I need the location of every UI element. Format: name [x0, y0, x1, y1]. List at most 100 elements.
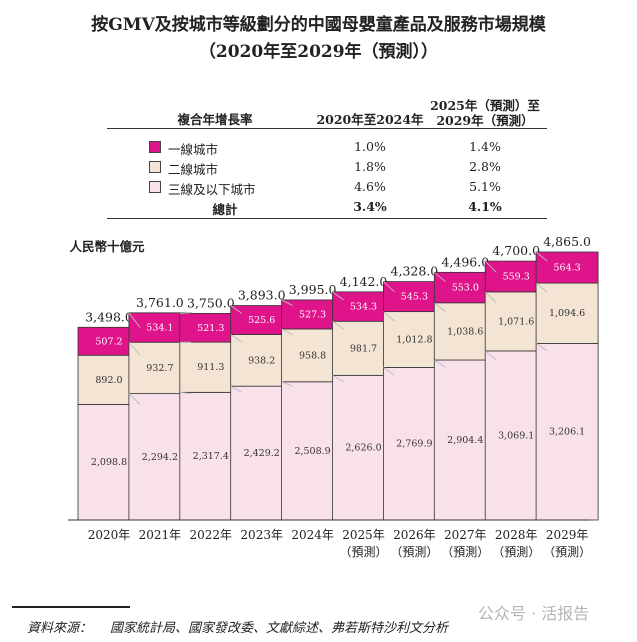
cagr-total-2020-2024: 3.4% — [353, 199, 387, 214]
data-label-tier1-2: 521.3 — [197, 323, 224, 334]
data-label-tier1-3: 525.6 — [248, 315, 275, 326]
data-label-tier2-5: 981.7 — [350, 343, 377, 354]
x-tick-note-9: （預測） — [543, 545, 591, 559]
connector-0-7 — [484, 350, 497, 361]
bar-tier1-9 — [535, 251, 599, 284]
cagr-total-label: 總計 — [212, 202, 238, 217]
cagr-col1-header: 2020年至2024年 — [316, 112, 424, 127]
connector-1-8 — [535, 282, 548, 293]
data-label-tier3-7: 2,904.4 — [447, 435, 483, 446]
cagr-tier3-2020-2024: 4.6% — [354, 179, 386, 194]
x-tick-label-3: 2023年 — [240, 528, 283, 542]
source-label: 資料來源： — [27, 621, 93, 636]
cagr-total-2025-2029: 4.1% — [468, 199, 502, 214]
connector-2-5 — [383, 281, 395, 293]
data-label-tier3-9: 3,206.1 — [549, 427, 585, 438]
x-tick-label-1: 2021年 — [139, 528, 182, 542]
footer-rule — [12, 606, 130, 608]
total-label-4: 3,995.0 — [289, 282, 337, 297]
x-tick-label-5: 2025年 — [342, 528, 385, 542]
x-tick-note-5: （預測） — [339, 545, 387, 559]
data-label-tier1-8: 559.3 — [503, 271, 530, 282]
cagr-tier1-2020-2024: 1.0% — [354, 139, 386, 154]
bar-tier3-9 — [535, 342, 599, 521]
cagr-row-header: 複合年增長率 — [177, 112, 253, 127]
data-label-tier2-0: 892.0 — [95, 375, 122, 386]
y-axis-label: 人民幣十億元 — [69, 239, 145, 254]
x-tick-label-9: 2029年 — [546, 528, 589, 542]
total-label-0: 3,498.0 — [85, 309, 133, 324]
connector-2-8 — [535, 251, 548, 262]
data-label-tier1-4: 527.3 — [299, 309, 326, 320]
cagr-tier1-2025-2029: 1.4% — [469, 139, 501, 154]
legend-swatch-tier2 — [149, 161, 161, 173]
x-tick-label-6: 2026年 — [393, 528, 436, 542]
bar-tier2-9 — [535, 282, 599, 344]
total-label-8: 4,700.0 — [492, 243, 540, 258]
connector-2-2 — [230, 305, 243, 314]
x-tick-note-8: （預測） — [492, 545, 540, 559]
connector-1-6 — [434, 302, 446, 312]
connector-0-3 — [281, 381, 293, 387]
data-label-tier1-5: 534.3 — [350, 302, 377, 313]
data-label-tier1-0: 507.2 — [95, 336, 122, 347]
data-label-tier3-4: 2,508.9 — [294, 446, 330, 457]
total-label-3: 3,893.0 — [238, 288, 286, 303]
legend-swatch-tier3 — [149, 181, 161, 193]
connector-0-6 — [434, 359, 446, 368]
connector-2-6 — [434, 271, 446, 282]
connector-0-5 — [383, 367, 395, 376]
x-tick-label-7: 2027年 — [444, 528, 487, 542]
connector-1-5 — [383, 311, 395, 322]
cagr-tier3-2025-2029: 5.1% — [469, 179, 501, 194]
data-label-tier3-8: 3,069.1 — [498, 430, 534, 441]
connector-2-4 — [332, 291, 344, 301]
connector-0-4 — [332, 374, 344, 383]
x-tick-label-2: 2022年 — [190, 528, 233, 542]
table-rule-bottom — [107, 218, 547, 219]
connector-0-8 — [535, 343, 548, 352]
x-tick-note-7: （預測） — [441, 545, 489, 559]
data-label-tier3-3: 2,429.2 — [244, 448, 280, 459]
data-label-tier2-9: 1,094.6 — [549, 308, 585, 319]
watermark: 公众号 · 活报告 — [478, 604, 590, 623]
data-label-tier2-1: 932.7 — [146, 363, 173, 374]
total-label-5: 4,142.0 — [340, 274, 388, 289]
data-label-tier2-8: 1,071.6 — [498, 316, 534, 327]
data-label-tier1-9: 564.3 — [553, 263, 580, 274]
data-label-tier1-7: 553.0 — [452, 283, 479, 294]
data-label-tier2-3: 938.2 — [248, 355, 275, 366]
data-label-tier3-6: 2,769.9 — [396, 439, 432, 450]
total-label-9: 4,865.0 — [543, 234, 591, 249]
data-label-tier2-4: 958.8 — [299, 350, 326, 361]
connector-1-2 — [230, 334, 243, 343]
x-tick-label-4: 2024年 — [291, 528, 334, 542]
cagr-col2-header-line2: 2029年（預測） — [436, 113, 534, 128]
legend-label-tier3: 三線及以下城市 — [168, 182, 256, 197]
connector-0-1 — [179, 391, 191, 395]
data-label-tier1-6: 545.3 — [401, 292, 428, 303]
connector-0-0 — [128, 393, 141, 405]
connector-0-2 — [230, 385, 243, 393]
x-tick-label-0: 2020年 — [88, 528, 131, 542]
data-label-tier2-7: 1,038.6 — [447, 326, 483, 337]
cagr-col2-header-line1: 2025年（預測）至 — [430, 98, 540, 113]
x-tick-note-6: （預測） — [390, 545, 438, 559]
legend-swatch-tier1 — [149, 141, 161, 153]
data-label-tier3-2: 2,317.4 — [193, 451, 229, 462]
connector-2-7 — [484, 260, 497, 273]
connector-1-7 — [484, 291, 497, 304]
data-label-tier3-0: 2,098.8 — [91, 457, 127, 468]
data-label-tier3-1: 2,294.2 — [142, 452, 178, 463]
cagr-tier2-2020-2024: 1.8% — [354, 159, 386, 174]
connector-2-0 — [128, 312, 141, 328]
connector-2-3 — [281, 299, 293, 306]
total-label-7: 4,496.0 — [441, 254, 489, 269]
chart-subtitle: （2020年至2029年（預測）） — [198, 42, 439, 62]
legend-label-tier1: 一線城市 — [168, 142, 219, 157]
data-label-tier2-2: 911.3 — [197, 362, 224, 373]
legend-label-tier2: 二線城市 — [168, 162, 219, 177]
data-label-tier3-5: 2,626.0 — [345, 443, 381, 454]
x-tick-label-8: 2028年 — [495, 528, 538, 542]
